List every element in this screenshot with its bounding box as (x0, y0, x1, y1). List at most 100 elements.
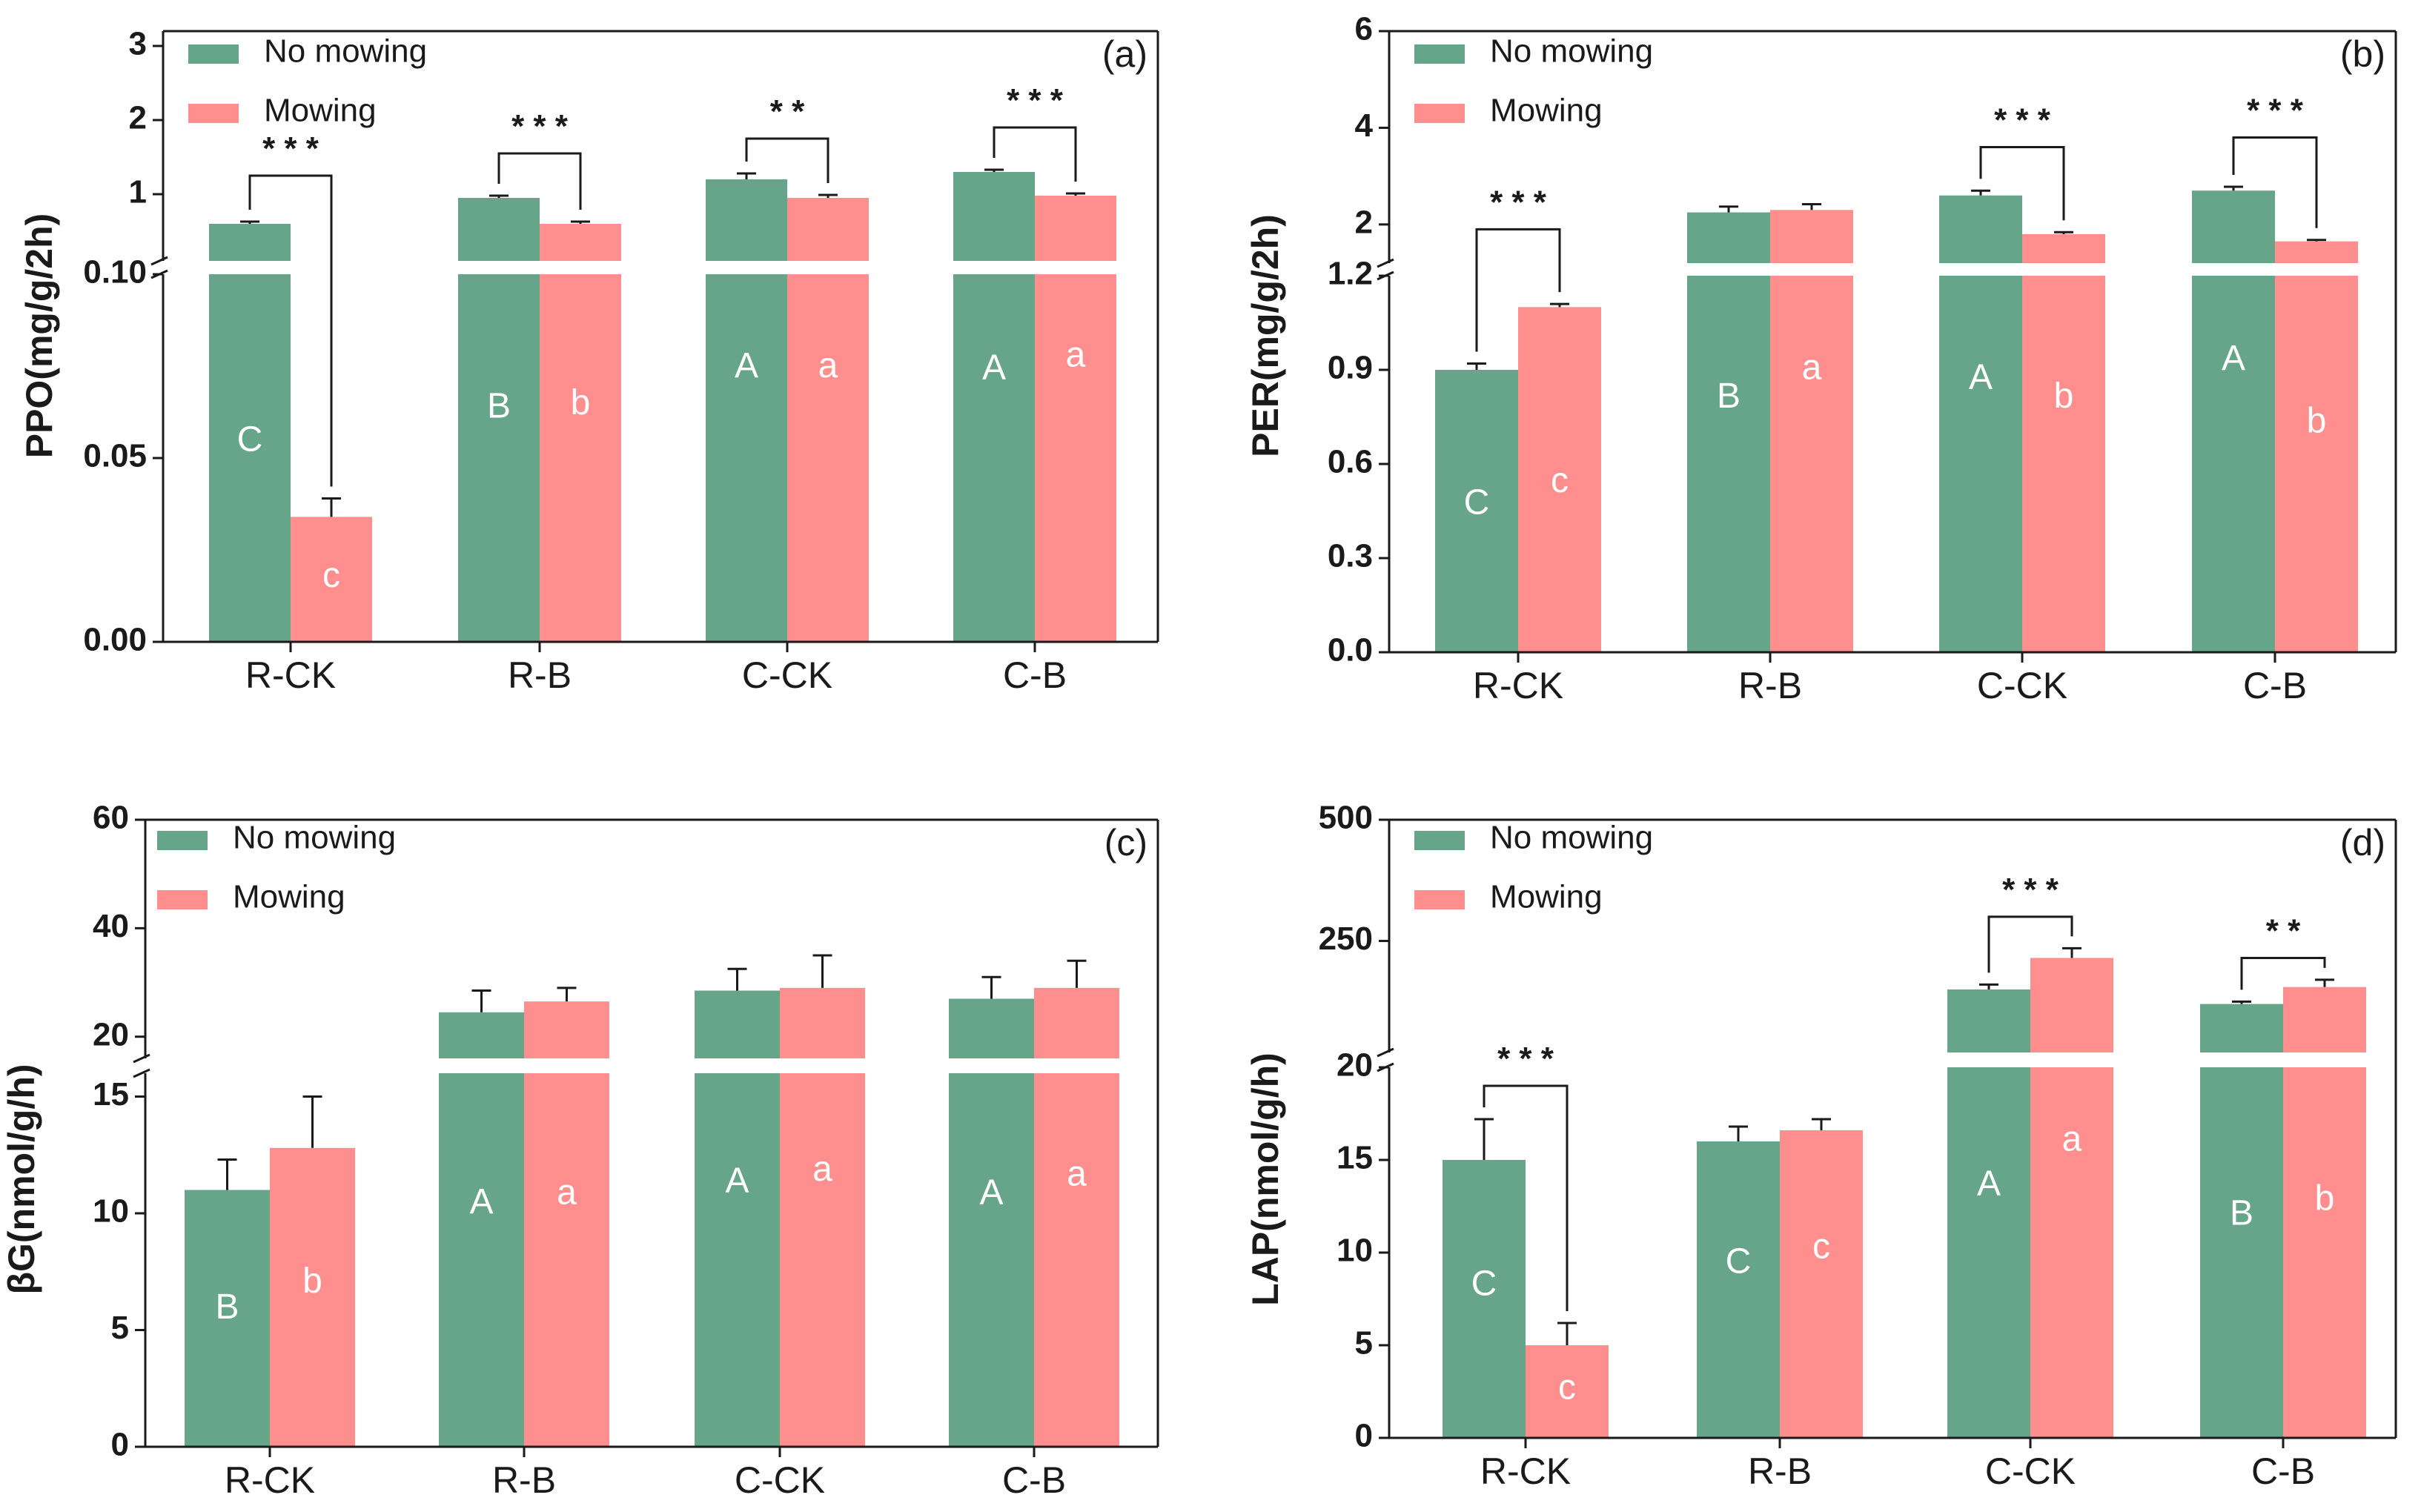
legend-swatch-d-mowing (1414, 890, 1465, 909)
x-tick-label-a-r-ck: R-CK (245, 654, 336, 696)
legend-swatch-b-no-mowing (1414, 44, 1465, 64)
bar-b-no-mowing-r-ck (1435, 370, 1518, 652)
letter-c-0-2: A (725, 1161, 749, 1201)
y-tick-label-lower-c-2: 10 (93, 1193, 129, 1230)
bar-b-mowing-r-b (1770, 210, 1853, 652)
letter-a-0-1: B (487, 387, 511, 426)
letter-c-0-0: B (215, 1287, 239, 1327)
y-tick-label-upper-c-2: 60 (93, 800, 129, 836)
y-tick-label-upper-a-0: 1 (129, 174, 147, 210)
x-tick-label-b-r-b: R-B (1738, 665, 1802, 706)
y-tick-label-lower-d-1: 5 (1355, 1325, 1373, 1362)
letter-d-0-2: A (1977, 1164, 2001, 1204)
bar-d-mowing-r-ck (1526, 1345, 1609, 1438)
legend-label-c-mowing: Mowing (233, 879, 345, 915)
bar-d-mowing-c-ck (2030, 958, 2113, 1438)
bar-d-no-mowing-r-b (1697, 1141, 1780, 1438)
y-tick-label-upper-d-1: 500 (1319, 800, 1373, 836)
panel-label-a: (a) (1102, 33, 1147, 75)
significance-bracket-d-0 (1483, 1084, 1569, 1311)
y-tick-label-upper-b-2: 6 (1355, 11, 1373, 47)
significance-bracket-a-3 (993, 126, 1077, 182)
y-tick-label-lower-b-3: 0.9 (1328, 350, 1373, 386)
x-tick-label-d-r-b: R-B (1748, 1450, 1812, 1492)
bar-a-no-mowing-c-b (953, 172, 1035, 642)
panel-label-b: (b) (2340, 33, 2385, 75)
bar-c-no-mowing-r-b (439, 1012, 524, 1447)
bar-a-mowing-r-b (540, 224, 621, 642)
y-tick-label-lower-a-1: 0.05 (83, 438, 147, 474)
x-tick-label-d-c-ck: C-CK (1985, 1450, 2076, 1492)
y-tick-label-lower-d-2: 10 (1337, 1233, 1373, 1269)
y-tick-label-upper-d-0: 250 (1319, 921, 1373, 957)
y-tick-label-upper-b-1: 4 (1355, 107, 1374, 144)
legend-swatch-b-mowing (1414, 104, 1465, 123)
y-tick-label-upper-b-0: 2 (1355, 204, 1373, 240)
y-tick-label-lower-c-0: 0 (111, 1427, 129, 1463)
letter-c-0-1: A (469, 1182, 493, 1221)
x-tick-label-b-c-ck: C-CK (1977, 665, 2067, 706)
bar-b-no-mowing-c-b (2192, 190, 2275, 652)
letter-b-0-1: B (1717, 377, 1741, 416)
significance-bracket-a-1 (497, 152, 582, 210)
break-mark-top-d (1377, 1047, 1394, 1058)
x-tick-label-a-r-b: R-B (508, 654, 572, 696)
y-tick-label-upper-c-1: 40 (93, 908, 129, 944)
y-tick-label-lower-b-1: 0.3 (1328, 538, 1373, 574)
x-tick-label-a-c-ck: C-CK (742, 654, 832, 696)
significance-stars-d-1: * * * (2002, 872, 2059, 908)
x-tick-label-c-r-b: R-B (492, 1459, 556, 1501)
significance-bracket-b-0 (1475, 228, 1561, 352)
x-tick-label-b-r-ck: R-CK (1473, 665, 1563, 706)
bar-a-no-mowing-c-ck (706, 179, 787, 642)
significance-stars-b-0: * * * (1490, 184, 1547, 220)
x-tick-label-d-r-ck: R-CK (1480, 1450, 1571, 1492)
bar-d-no-mowing-c-b (2200, 1004, 2283, 1438)
y-axis-title-a: PPO(mg/g/2h) (19, 213, 60, 459)
letter-b-0-2: A (1969, 357, 1993, 397)
y-tick-label-lower-d-4: 20 (1337, 1047, 1373, 1084)
panel-label-d: (d) (2340, 822, 2385, 863)
y-tick-label-lower-d-0: 0 (1355, 1418, 1373, 1454)
significance-stars-a-3: * * * (1007, 82, 1064, 119)
break-mark-top-c (133, 1053, 150, 1064)
y-tick-label-lower-c-1: 5 (111, 1310, 129, 1346)
x-tick-label-c-r-ck: R-CK (225, 1459, 315, 1501)
y-tick-label-upper-a-1: 2 (129, 100, 147, 136)
letter-a-1-0: c (322, 556, 340, 595)
x-tick-label-a-c-b: C-B (1003, 654, 1067, 696)
letter-b-1-3: b (2307, 402, 2327, 441)
x-tick-label-b-c-b: C-B (2243, 665, 2307, 706)
legend-label-c-no-mowing: No mowing (233, 820, 396, 856)
bar-a-mowing-r-ck (291, 517, 372, 642)
legend-label-b-no-mowing: No mowing (1490, 33, 1653, 70)
bar-c-mowing-c-ck (780, 987, 865, 1447)
y-tick-label-lower-a-2: 0.10 (83, 254, 147, 291)
axis-break-gap-d (1391, 1052, 2394, 1067)
significance-stars-d-2: * * (2266, 912, 2301, 949)
significance-stars-a-2: * * (770, 93, 805, 130)
bar-a-no-mowing-r-ck (209, 224, 291, 642)
letter-a-1-1: b (571, 383, 591, 422)
letter-d-0-1: C (1726, 1242, 1752, 1281)
legend-swatch-a-no-mowing (188, 44, 239, 64)
letter-d-1-1: c (1812, 1227, 1830, 1267)
break-mark-bottom-c (133, 1068, 150, 1078)
letter-d-0-0: C (1471, 1264, 1497, 1304)
letter-b-0-3: A (2222, 339, 2245, 378)
y-tick-label-lower-b-4: 1.2 (1328, 256, 1373, 292)
letter-a-0-2: A (735, 346, 758, 385)
x-tick-label-d-c-b: C-B (2251, 1450, 2315, 1492)
bar-c-no-mowing-r-ck (185, 1190, 270, 1447)
letter-c-1-3: a (1067, 1154, 1087, 1193)
axis-break-gap-c (147, 1058, 1156, 1073)
break-mark-top-a (150, 256, 168, 266)
letter-b-0-0: C (1464, 483, 1490, 523)
y-tick-label-lower-c-3: 15 (93, 1076, 129, 1113)
legend-swatch-c-no-mowing (157, 831, 208, 850)
legend-label-b-mowing: Mowing (1490, 93, 1603, 129)
y-tick-label-lower-a-0: 0.00 (83, 622, 147, 658)
bar-b-mowing-r-ck (1518, 307, 1601, 652)
significance-bracket-a-0 (248, 174, 333, 487)
legend-swatch-a-mowing (188, 104, 239, 123)
